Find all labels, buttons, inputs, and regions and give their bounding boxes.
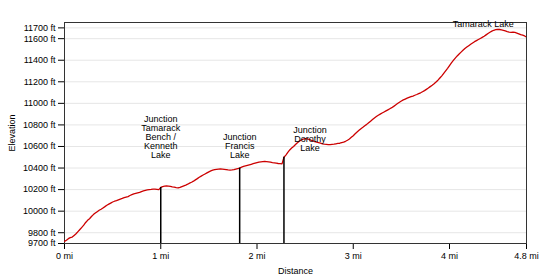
svg-text:10600 ft: 10600 ft xyxy=(23,141,56,151)
svg-text:10400 ft: 10400 ft xyxy=(23,163,56,173)
svg-text:1 mi: 1 mi xyxy=(152,251,169,261)
svg-text:11600 ft: 11600 ft xyxy=(24,34,56,44)
svg-text:4 mi: 4 mi xyxy=(441,251,458,261)
svg-text:10200 ft: 10200 ft xyxy=(23,184,56,194)
svg-text:0 mi: 0 mi xyxy=(56,251,73,261)
svg-text:JunctionTamarackBench /Kenneth: JunctionTamarackBench /KennethLake xyxy=(141,114,181,160)
svg-text:9700 ft: 9700 ft xyxy=(28,238,56,248)
svg-text:11000 ft: 11000 ft xyxy=(24,98,56,108)
svg-text:10000 ft: 10000 ft xyxy=(23,206,56,216)
svg-text:4.8 mi: 4.8 mi xyxy=(514,251,539,261)
svg-text:JunctionFrancisLake: JunctionFrancisLake xyxy=(223,132,257,160)
svg-text:11700 ft: 11700 ft xyxy=(24,23,56,33)
svg-text:3 mi: 3 mi xyxy=(345,251,362,261)
svg-text:9800 ft: 9800 ft xyxy=(28,228,56,238)
svg-text:11400 ft: 11400 ft xyxy=(24,55,56,65)
svg-text:JunctionDorothyLake: JunctionDorothyLake xyxy=(293,125,327,153)
svg-text:2 mi: 2 mi xyxy=(248,251,265,261)
svg-text:11200 ft: 11200 ft xyxy=(24,77,56,87)
svg-text:Distance: Distance xyxy=(278,266,313,276)
svg-text:Elevation: Elevation xyxy=(7,114,17,151)
svg-text:10800 ft: 10800 ft xyxy=(23,120,56,130)
svg-text:Tamarack Lake: Tamarack Lake xyxy=(453,19,514,29)
